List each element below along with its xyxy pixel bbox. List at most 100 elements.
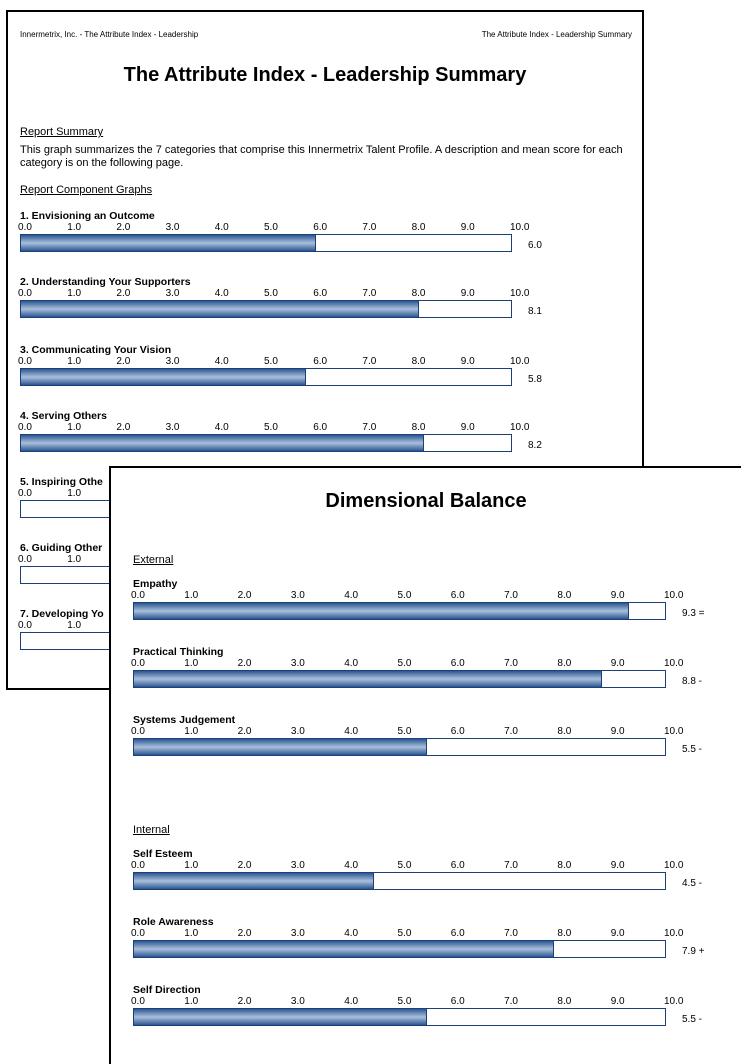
graph-label: Self Esteem — [133, 848, 193, 860]
graph-label: 3. Communicating Your Vision — [20, 344, 172, 356]
scale-tick-label: 1.0 — [184, 860, 199, 871]
scale-tick-label: 2.0 — [116, 422, 131, 433]
score-bar-track — [133, 872, 666, 890]
score-value: 8.2 — [528, 440, 542, 451]
scale-tick-label: 1.0 — [184, 726, 199, 737]
scale-tick-label: 4.0 — [214, 288, 229, 299]
scale-tick-label: 3.0 — [290, 928, 305, 939]
scale-tick-label: 0.0 — [18, 222, 32, 233]
score-bar-fill — [21, 435, 424, 451]
scale-tick-label: 6.0 — [313, 288, 328, 299]
score-value: 4.5 - — [682, 878, 703, 889]
score-value: 7.9 + — [682, 946, 705, 957]
page-title: Dimensional Balance — [325, 490, 527, 512]
scale-tick-label: 10.0 — [664, 996, 684, 1007]
score-value: 8.1 — [528, 306, 542, 317]
scale-tick-label: 7.0 — [362, 288, 377, 299]
scale-tick-label: 5.0 — [397, 726, 412, 737]
scale-tick-label: 3.0 — [165, 422, 180, 433]
score-bar-fill — [134, 873, 374, 889]
scale-tick-label: 10.0 — [664, 726, 684, 737]
score-graph: 4. Serving Others 0.0 1.0 2.0 3.0 4.0 5.0 6.0 7.… — [18, 410, 572, 456]
scale-tick-label: 10.0 — [664, 658, 684, 669]
scale-tick-label: 0.0 — [131, 928, 145, 939]
score-graph: Systems Judgement 0.0 1.0 2.0 3.0 4.0 5.0 6.0 7.… — [131, 714, 726, 760]
scale-tick-label: 5.0 — [397, 658, 412, 669]
scale-tick-label: 4.0 — [344, 928, 359, 939]
scale-tick-label: 5.0 — [397, 860, 412, 871]
score-value: 5.8 — [528, 374, 542, 385]
scale-tick-label: 8.0 — [411, 356, 426, 367]
scale-tick-label: 6.0 — [450, 928, 465, 939]
scale-tick-label: 8.0 — [411, 222, 426, 233]
score-bar-fill — [21, 235, 316, 251]
scale-tick-label: 0.0 — [18, 288, 32, 299]
scale-tick-label: 5.0 — [264, 356, 278, 367]
graph-label: Systems Judgement — [133, 714, 236, 726]
graph-label: 1. Envisioning an Outcome — [20, 210, 155, 222]
scale-tick-label: 4.0 — [344, 726, 359, 737]
scale-tick-label: 6.0 — [450, 726, 465, 737]
score-bar-track — [20, 368, 512, 386]
scale-tick-label: 1.0 — [67, 288, 82, 299]
report-summary-heading: Report Summary — [20, 126, 104, 138]
scale-tick-label: 5.0 — [264, 222, 278, 233]
scale-tick-label: 10.0 — [510, 422, 530, 433]
scale-tick-label: 0.0 — [18, 620, 32, 631]
scale-tick-label: 2.0 — [237, 996, 252, 1007]
scale-tick-label: 5.0 — [397, 590, 412, 601]
scale-tick-label: 2.0 — [116, 288, 131, 299]
report-summary-text: This graph summarizes the 7 categories t… — [20, 144, 623, 169]
scale-tick-label: 3.0 — [165, 222, 180, 233]
scale-tick-label: 8.0 — [557, 658, 572, 669]
scale-tick-label: 7.0 — [362, 222, 377, 233]
scale-tick-label: 10.0 — [664, 590, 684, 601]
scale-tick-label: 8.0 — [557, 590, 572, 601]
scale-tick-label: 0.0 — [131, 658, 145, 669]
score-bar-track — [20, 234, 512, 252]
scale-tick-label: 4.0 — [214, 422, 229, 433]
scale-tick-label: 6.0 — [313, 356, 328, 367]
scale-tick-label: 2.0 — [237, 658, 252, 669]
scale-tick-label: 8.0 — [411, 288, 426, 299]
dimensional-balance-page: Dimensional Balance External Internal Em… — [109, 466, 741, 1064]
scale-tick-label: 7.0 — [504, 658, 518, 669]
scale-tick-label: 10.0 — [664, 860, 684, 871]
graph-label: 4. Serving Others — [20, 410, 107, 422]
score-value: 9.3 = — [682, 608, 705, 619]
scale-tick-label: 2.0 — [237, 590, 252, 601]
score-value: 8.8 - — [682, 676, 703, 687]
score-bar-track — [133, 738, 666, 756]
score-graph: 1. Envisioning an Outcome 0.0 1.0 2.0 3.0 4.0… — [18, 210, 572, 256]
external-heading: External — [133, 554, 174, 566]
scale-tick-label: 6.0 — [450, 996, 465, 1007]
scale-tick-label: 9.0 — [610, 726, 625, 737]
scale-tick-label: 1.0 — [184, 996, 199, 1007]
scale-tick-label: 2.0 — [237, 928, 252, 939]
scale-tick-label: 9.0 — [610, 590, 625, 601]
scale-tick-label: 2.0 — [116, 356, 131, 367]
scale-tick-label: 5.0 — [264, 422, 278, 433]
page-header-left: Innermetrix, Inc. - The Attribute Index … — [20, 30, 199, 39]
scale-tick-label: 0.0 — [131, 726, 145, 737]
scale-tick-label: 7.0 — [362, 422, 377, 433]
score-graph: Practical Thinking 0.0 1.0 2.0 3.0 4.0 5.0 6.0 7… — [131, 646, 726, 692]
scale-tick-label: 2.0 — [237, 860, 252, 871]
scale-tick-label: 8.0 — [557, 726, 572, 737]
graph-label: Empathy — [133, 578, 178, 590]
graph-label: Self Direction — [133, 984, 201, 996]
scale-tick-label: 10.0 — [510, 356, 530, 367]
score-bar-fill — [21, 301, 419, 317]
score-value: 5.5 - — [682, 1014, 703, 1025]
scale-tick-label: 1.0 — [67, 222, 82, 233]
scale-tick-label: 0.0 — [131, 996, 145, 1007]
scale-tick-label: 1.0 — [184, 590, 199, 601]
scale-tick-label: 9.0 — [610, 860, 625, 871]
scale-tick-label: 3.0 — [290, 726, 305, 737]
scale-tick-label: 4.0 — [344, 658, 359, 669]
graph-label: 5. Inspiring Othe — [20, 476, 103, 488]
scale-tick-label: 3.0 — [290, 996, 305, 1007]
scale-tick-label: 4.0 — [214, 356, 229, 367]
score-bar-track — [133, 670, 666, 688]
scale-tick-label: 7.0 — [362, 356, 377, 367]
